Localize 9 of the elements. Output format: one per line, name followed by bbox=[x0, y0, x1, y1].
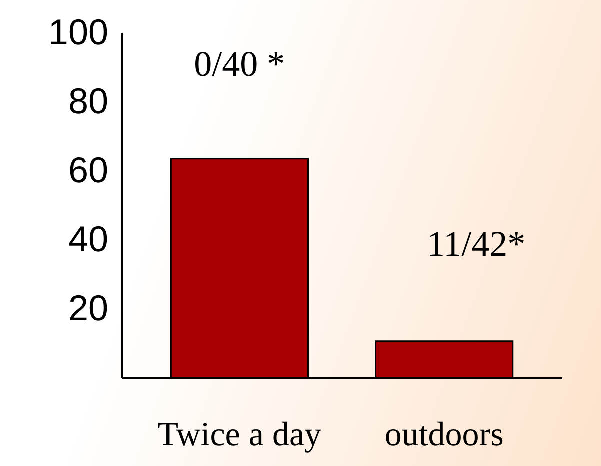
y-tick-label: 40 bbox=[68, 218, 108, 260]
annotation: 11/42* bbox=[426, 224, 526, 264]
y-tick-label: 20 bbox=[68, 288, 108, 328]
y-tick-label: 60 bbox=[68, 150, 108, 190]
y-tick-label: 80 bbox=[68, 80, 108, 122]
y-tick-label: 100 bbox=[48, 12, 108, 52]
annotation: 0/40 * bbox=[194, 44, 286, 84]
x-tick-label: Twice a day bbox=[158, 416, 322, 454]
x-tick-label: outdoors bbox=[384, 416, 504, 454]
